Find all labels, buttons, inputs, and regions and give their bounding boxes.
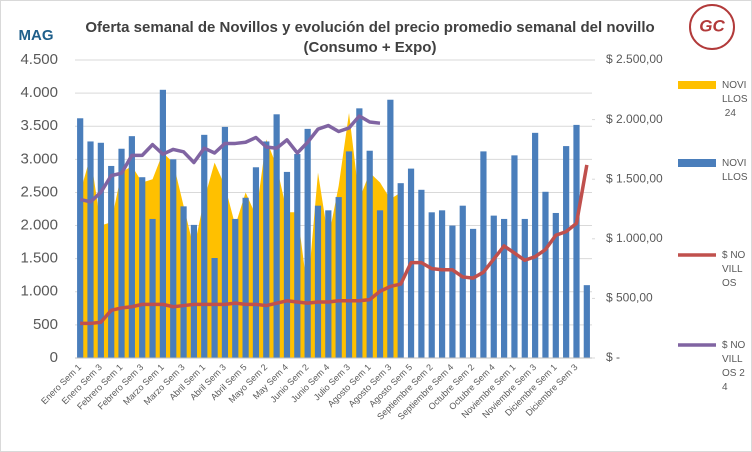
legend-swatch [678, 81, 716, 89]
bar [459, 205, 466, 358]
chart-subtitle: (Consumo + Expo) [304, 39, 437, 56]
y-tick-label: 500 [33, 316, 58, 333]
bar [583, 285, 590, 358]
logo-right: GC [699, 16, 725, 35]
bar [480, 151, 487, 358]
line [79, 114, 381, 204]
y2-tick-label: $ 500,00 [606, 291, 653, 305]
y-tick-label: 2.500 [20, 183, 58, 200]
y-tick-label: 1.500 [20, 250, 58, 267]
bar [118, 148, 125, 358]
y-tick-label: 0 [50, 349, 58, 366]
bar [263, 141, 270, 358]
chart-title: Oferta semanal de Novillos y evolución d… [85, 19, 654, 36]
y-tick-label: 2.000 [20, 217, 58, 234]
bar [97, 142, 104, 358]
bar [490, 215, 497, 358]
bar [542, 191, 549, 358]
bar [552, 212, 559, 358]
bar [190, 224, 198, 358]
bar [149, 218, 156, 358]
bar [573, 124, 580, 358]
bar [511, 155, 518, 358]
bar [356, 108, 363, 358]
y-tick-label: 4.000 [20, 84, 58, 101]
bar [180, 206, 187, 358]
bar [283, 171, 291, 358]
bar [242, 197, 249, 358]
legend-label: NOVI LLOS [722, 158, 748, 183]
bar [438, 210, 446, 358]
bar [449, 225, 456, 358]
y-tick-label: 3.000 [20, 150, 58, 167]
bar [294, 154, 301, 358]
bar [273, 114, 280, 359]
y2-tick-label: $ 1.500,00 [606, 171, 663, 185]
bar [159, 89, 166, 359]
bar [221, 126, 229, 358]
bar [345, 151, 353, 358]
bar [366, 150, 373, 358]
bar [397, 183, 404, 358]
logo-circle [689, 4, 735, 50]
bar [335, 197, 342, 358]
y-tick-label: 1.000 [20, 283, 58, 300]
bar [211, 258, 218, 358]
y2-tick-label: $ 2.500,00 [606, 52, 663, 66]
y2-tick-label: $ 1.000,00 [606, 231, 663, 245]
legend-label: NOVI LLOS 24 [722, 80, 748, 119]
bar [304, 128, 311, 358]
bar [501, 218, 508, 358]
legend-swatch [678, 159, 716, 167]
bar [108, 165, 115, 358]
bar [563, 146, 570, 358]
bar [201, 134, 208, 358]
bar [232, 218, 239, 358]
bar [428, 212, 435, 358]
bar [252, 167, 260, 358]
y2-tick-label: $ - [606, 350, 620, 364]
bar [77, 118, 84, 358]
bar [128, 136, 135, 358]
y-tick-label: 3.500 [20, 117, 58, 134]
logo-left: MAG [19, 27, 54, 44]
legend-label: $ NO VILL OS [722, 250, 746, 289]
bar [376, 210, 384, 358]
bar [387, 99, 394, 358]
bar [325, 210, 332, 358]
bar [314, 205, 322, 358]
line [80, 164, 589, 326]
bar [170, 159, 177, 358]
bar [469, 228, 477, 358]
bar [87, 141, 94, 358]
y2-tick-label: $ 2.000,00 [606, 112, 663, 126]
bar [521, 218, 528, 358]
bar [418, 189, 425, 358]
bar [532, 132, 539, 358]
y-tick-label: 4.500 [20, 51, 58, 68]
bar [139, 177, 146, 358]
